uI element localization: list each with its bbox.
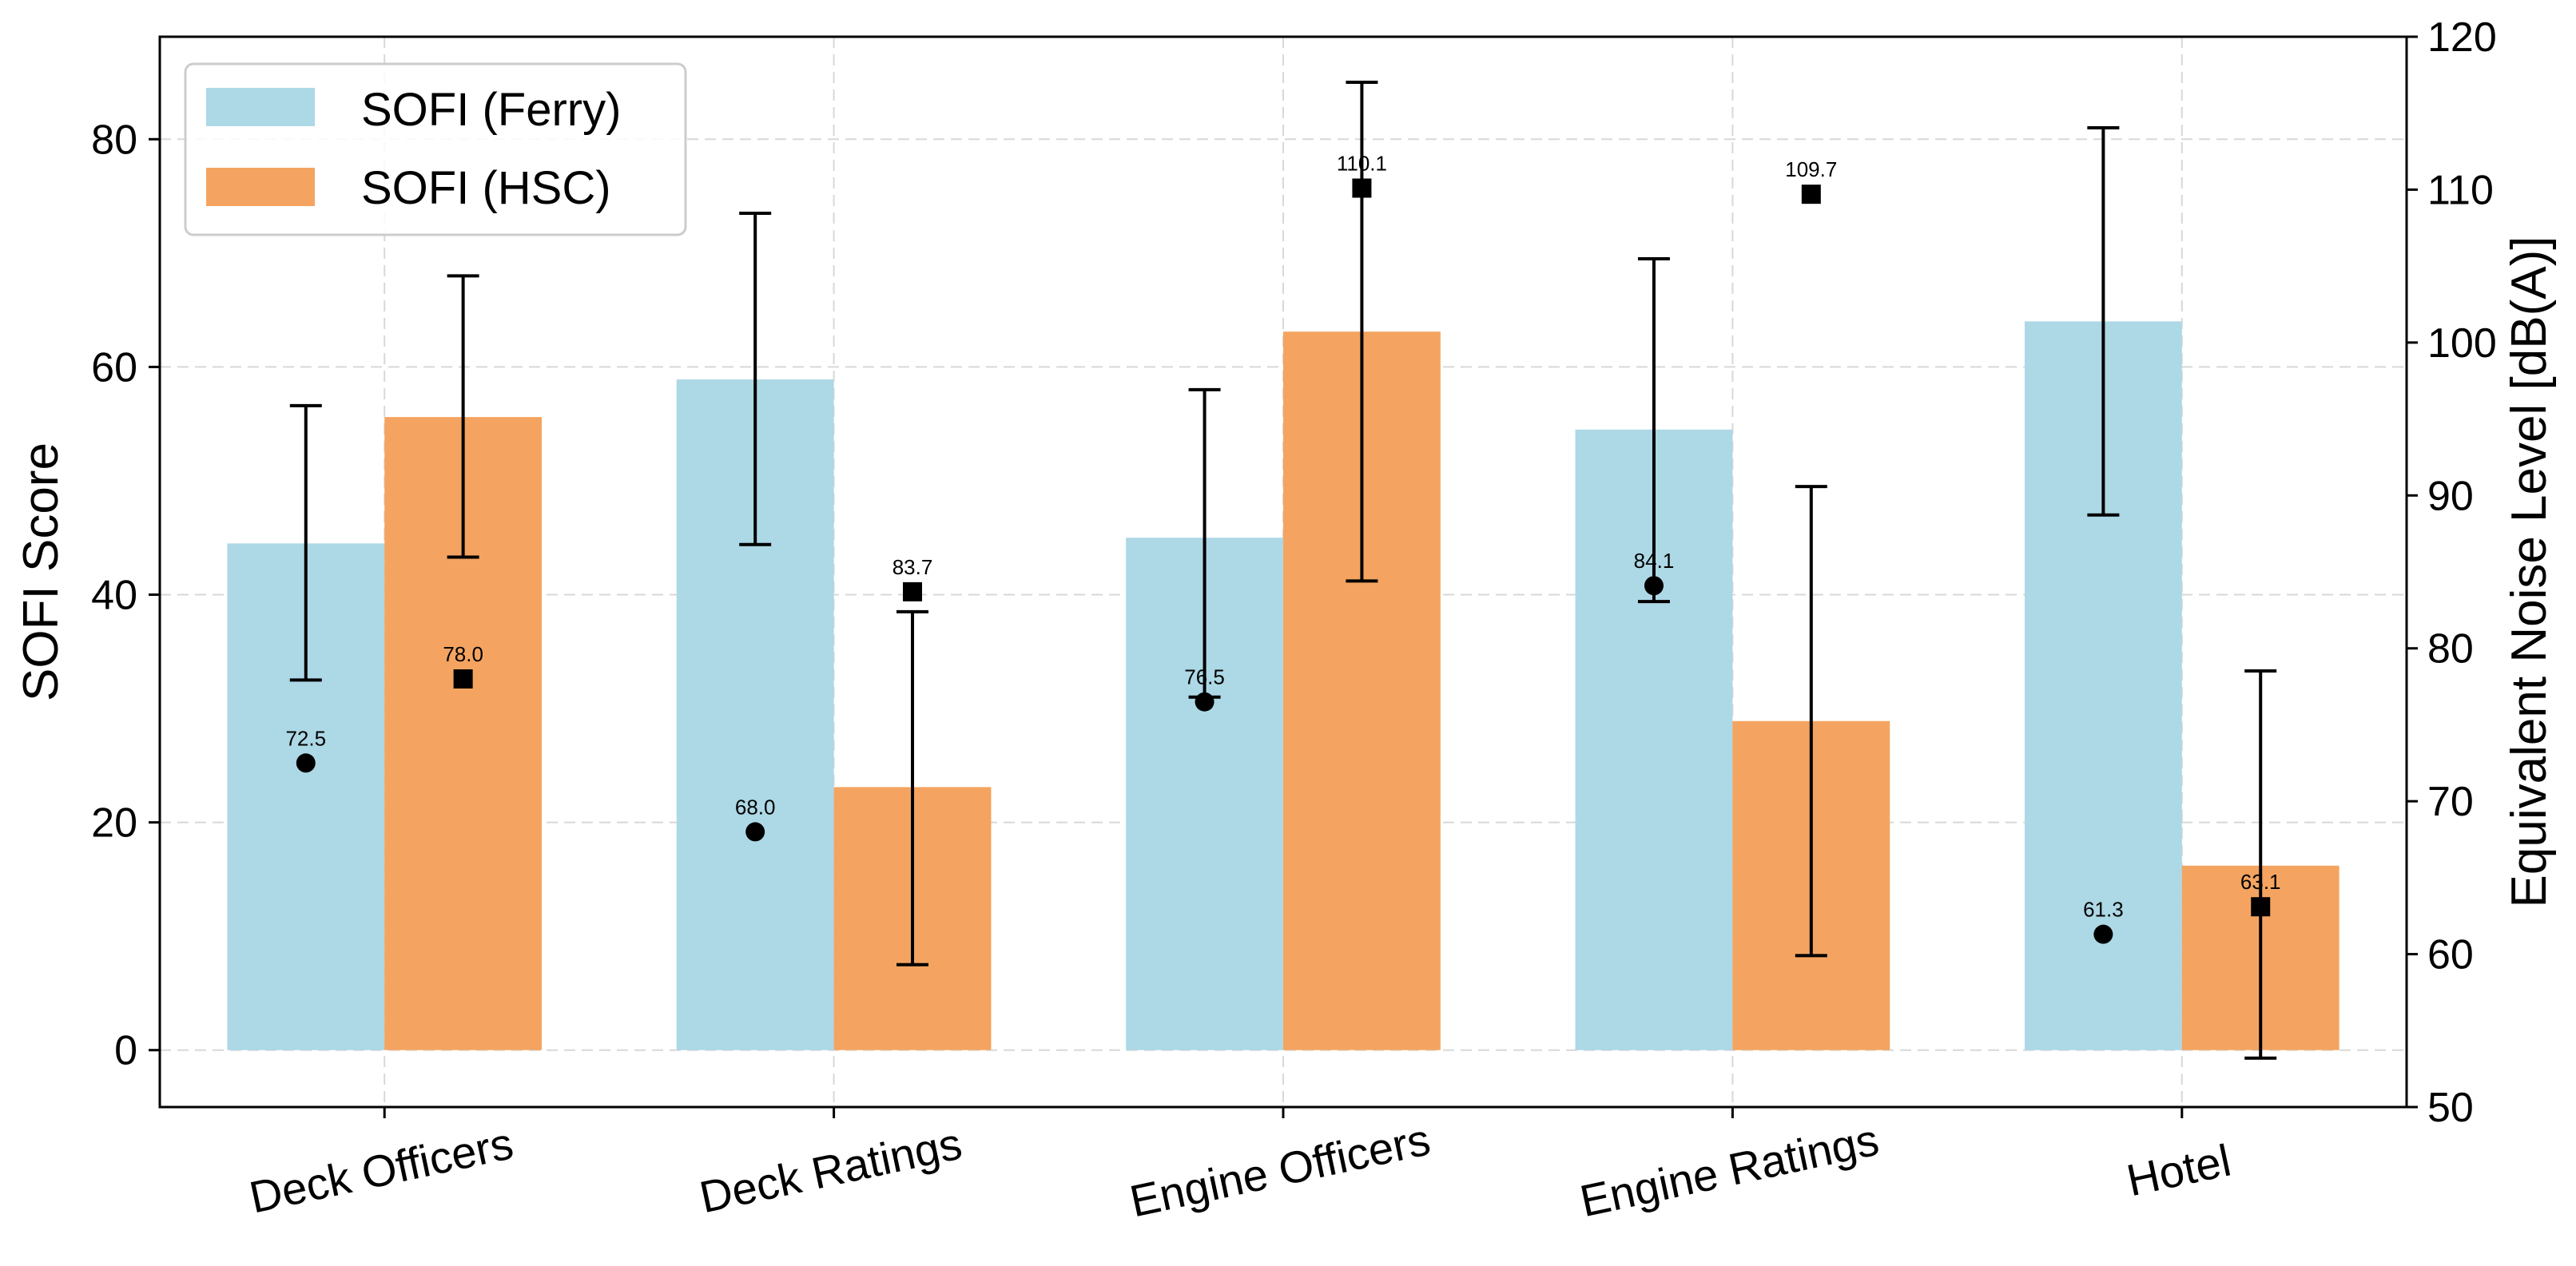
errorbar-hsc-1 — [896, 609, 929, 966]
x-axis: Deck Officers Deck Ratings Engine Officers… — [245, 1107, 2235, 1226]
error-bars — [289, 81, 2277, 1060]
errorbar-ferry-0 — [289, 403, 322, 682]
noise-label-ferry-3: 84.1 — [1634, 549, 1675, 573]
y2tick-label-50: 50 — [2427, 1085, 2474, 1131]
xtick-label-0: Deck Officers — [245, 1117, 518, 1222]
noise-label-hsc-1: 83.7 — [892, 555, 933, 579]
noise-label-hsc-2: 110.1 — [1337, 152, 1387, 176]
errorbar-hsc-4 — [2244, 669, 2277, 1060]
xtick-label-3: Engine Ratings — [1576, 1114, 1883, 1227]
legend-swatch-ferry — [206, 88, 315, 126]
y2tick-label-120: 120 — [2427, 14, 2497, 61]
y2-axis-title: Equivalent Noise Level [dB(A)] — [2502, 236, 2557, 908]
ytick-label-0: 0 — [114, 1028, 137, 1074]
noise-marker-ferry-4 — [2093, 924, 2113, 944]
y2tick-label-80: 80 — [2427, 626, 2474, 673]
ytick-label-60: 60 — [91, 344, 137, 391]
legend: SOFI (Ferry) SOFI (HSC) — [184, 62, 687, 236]
errorbar-hsc-2 — [1346, 81, 1378, 583]
noise-marker-hsc-1 — [903, 581, 923, 601]
noise-markers — [296, 178, 2271, 944]
errorbar-ferry-4 — [2087, 126, 2120, 517]
ytick-label-20: 20 — [91, 800, 137, 847]
y2tick-label-90: 90 — [2427, 473, 2474, 519]
y2tick-label-110: 110 — [2427, 167, 2494, 213]
xtick-label-1: Deck Ratings — [695, 1117, 966, 1222]
noise-marker-hsc-4 — [2251, 897, 2271, 917]
noise-label-ferry-4: 61.3 — [2083, 898, 2124, 922]
noise-marker-ferry-1 — [745, 822, 765, 842]
legend-label-hsc: SOFI (HSC) — [361, 162, 611, 214]
errorbar-hsc-0 — [447, 274, 479, 559]
y-axis-title: SOFI Score — [14, 443, 69, 701]
legend-label-ferry: SOFI (Ferry) — [361, 84, 621, 136]
noise-label-ferry-1: 68.0 — [735, 795, 776, 819]
xtick-label-4: Hotel — [2122, 1135, 2235, 1206]
right-axis: 50 60 70 80 90 100 110 120 — [2407, 14, 2497, 1131]
legend-swatch-hsc — [206, 168, 315, 206]
y2tick-label-60: 60 — [2427, 932, 2474, 978]
noise-labels: 72.5 68.0 76.5 84.1 61.3 78.0 83.7 110.1 109.7 63… — [285, 152, 2280, 922]
y2tick-label-100: 100 — [2427, 320, 2497, 367]
noise-label-ferry-0: 72.5 — [285, 726, 326, 750]
errorbar-ferry-1 — [739, 211, 772, 546]
xtick-label-2: Engine Officers — [1126, 1113, 1435, 1226]
ytick-label-40: 40 — [91, 573, 137, 619]
errorbar-ferry-3 — [1637, 256, 1670, 604]
noise-label-ferry-2: 76.5 — [1184, 665, 1225, 689]
noise-marker-hsc-2 — [1352, 178, 1372, 198]
noise-marker-ferry-0 — [296, 753, 316, 773]
noise-marker-hsc-0 — [453, 669, 473, 689]
y2tick-label-70: 70 — [2427, 779, 2474, 825]
noise-label-hsc-0: 78.0 — [443, 642, 483, 666]
noise-label-hsc-4: 63.1 — [2240, 870, 2281, 894]
noise-label-hsc-3: 109.7 — [1785, 157, 1837, 181]
errorbar-hsc-3 — [1795, 485, 1827, 958]
noise-marker-ferry-3 — [1644, 576, 1664, 596]
noise-marker-hsc-3 — [1801, 185, 1821, 204]
left-axis: 0 20 40 60 80 — [91, 117, 160, 1074]
ytick-label-80: 80 — [91, 117, 137, 163]
noise-marker-ferry-2 — [1195, 692, 1214, 712]
